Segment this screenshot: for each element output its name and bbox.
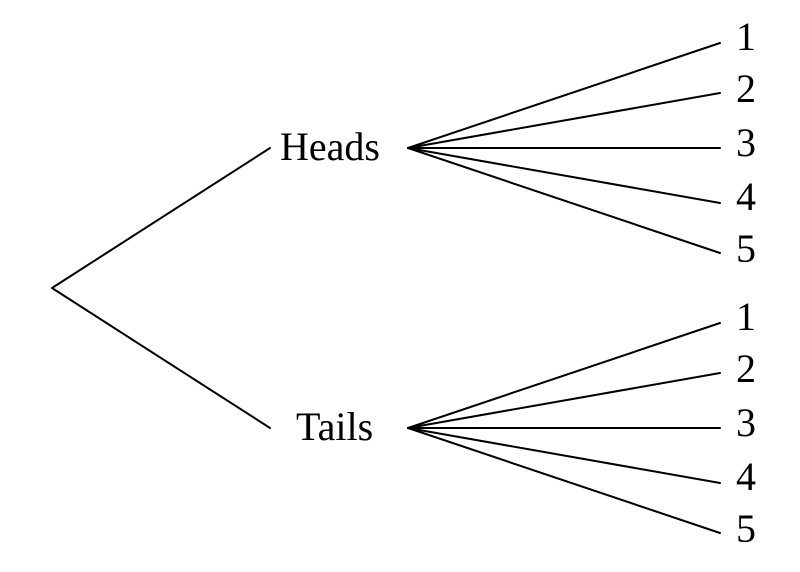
leaf-label-tails-2: 2 — [736, 346, 756, 391]
node-label-heads: Heads — [280, 124, 380, 169]
edge-tails-4 — [408, 428, 720, 483]
leaf-label-heads-1: 1 — [736, 14, 756, 59]
edge-tails-2 — [408, 373, 720, 428]
leaf-label-tails-1: 1 — [736, 294, 756, 339]
node-label-tails: Tails — [296, 404, 373, 449]
leaf-label-tails-3: 3 — [736, 400, 756, 445]
edge-heads-5 — [408, 148, 720, 253]
leaf-label-tails-5: 5 — [736, 506, 756, 551]
edge-tails-5 — [408, 428, 720, 533]
edge-heads-4 — [408, 148, 720, 203]
edge-root-tails — [52, 288, 270, 428]
edge-tails-1 — [408, 323, 720, 428]
leaf-label-heads-4: 4 — [736, 174, 756, 219]
leaf-label-tails-4: 4 — [736, 454, 756, 499]
edge-heads-2 — [408, 93, 720, 148]
edge-heads-1 — [408, 43, 720, 148]
tree-diagram: Heads 1 2 3 4 5 Tails 1 2 3 4 5 — [0, 0, 800, 572]
leaf-label-heads-5: 5 — [736, 226, 756, 271]
edge-root-heads — [52, 148, 270, 288]
leaf-label-heads-2: 2 — [736, 66, 756, 111]
leaf-label-heads-3: 3 — [736, 120, 756, 165]
